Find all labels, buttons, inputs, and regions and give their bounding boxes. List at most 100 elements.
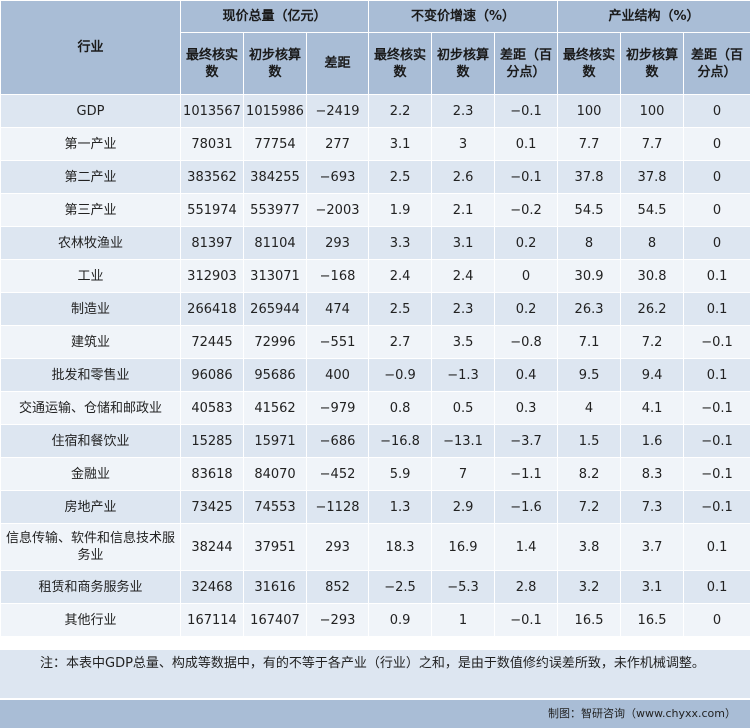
industry-cell: 建筑业 [0,325,181,359]
value-cell: −1.6 [494,490,559,524]
value-cell: 15285 [180,424,244,458]
value-cell: 1015986 [243,94,307,128]
table-body: GDP 1013567 1015986 −2419 2.2 2.3 −0.1 100 100 0 第… [0,94,750,637]
value-cell: −3.7 [494,424,559,458]
value-cell: −2419 [305,94,370,128]
value-cell: −551 [305,325,370,359]
value-cell: −168 [305,259,370,293]
value-cell: 2.1 [431,193,496,227]
value-cell: 1.6 [620,424,685,458]
value-cell: 1.3 [368,490,433,524]
value-cell: 78031 [180,127,244,161]
value-cell: 3 [431,127,496,161]
value-cell: −13.1 [431,424,496,458]
value-cell: 26.2 [620,292,685,326]
value-cell: 7.3 [620,490,685,524]
value-cell: 3.2 [557,570,622,604]
industry-cell: 信息传输、软件和信息技术服务业 [0,523,181,571]
value-cell: 0.3 [494,391,559,425]
value-cell: −0.1 [683,424,750,458]
value-cell: 293 [305,226,370,260]
value-cell: 7.7 [620,127,685,161]
value-cell: 277 [305,127,370,161]
value-cell: 2.6 [431,160,496,194]
value-cell: 1.5 [557,424,622,458]
value-cell: 77754 [243,127,307,161]
value-cell: 383562 [180,160,244,194]
value-cell: 3.1 [620,570,685,604]
header-gap: 差距 [305,32,370,95]
value-cell: 852 [305,570,370,604]
value-cell: −1.1 [494,457,559,491]
value-cell: 2.2 [368,94,433,128]
table-row: 金融业 83618 84070 −452 5.9 7 −1.1 8.2 8.3 −0.1 [0,457,750,491]
industry-cell: 金融业 [0,457,181,491]
value-cell: 0.1 [683,358,750,392]
header-gap-points: 差距（百分点） [494,32,559,95]
value-cell: −979 [305,391,370,425]
value-cell: 72996 [243,325,307,359]
value-cell: 37951 [243,523,307,571]
value-cell: 0.2 [494,226,559,260]
value-cell: −293 [305,603,370,637]
value-cell: −0.1 [494,94,559,128]
value-cell: −1128 [305,490,370,524]
table-row: 信息传输、软件和信息技术服务业 38244 37951 293 18.3 16.9 1.4 3… [0,523,750,571]
value-cell: 313071 [243,259,307,293]
header-final-verified: 最终核实数 [368,32,433,95]
value-cell: 3.8 [557,523,622,571]
industry-cell: GDP [0,94,181,128]
table-footnote: 注：本表中GDP总量、构成等数据中，有的不等于各产业（行业）之和，是由于数值修约… [0,650,750,698]
value-cell: 74553 [243,490,307,524]
header-final-verified: 最终核实数 [180,32,244,95]
value-cell: 31616 [243,570,307,604]
value-cell: 37.8 [620,160,685,194]
value-cell: 2.5 [368,292,433,326]
value-cell: 81104 [243,226,307,260]
value-cell: 2.4 [368,259,433,293]
value-cell: −0.2 [494,193,559,227]
value-cell: 7 [431,457,496,491]
value-cell: −686 [305,424,370,458]
table-row: 工业 312903 313071 −168 2.4 2.4 0 30.9 30.8 0.1 [0,259,750,293]
value-cell: 0.4 [494,358,559,392]
value-cell: 3.7 [620,523,685,571]
value-cell: 400 [305,358,370,392]
value-cell: 30.9 [557,259,622,293]
industry-cell: 第三产业 [0,193,181,227]
value-cell: 3.1 [368,127,433,161]
source-credit: 制图：智研咨询（www.chyxx.com） [0,700,750,728]
value-cell: 100 [620,94,685,128]
value-cell: 2.3 [431,94,496,128]
value-cell: 4 [557,391,622,425]
value-cell: −16.8 [368,424,433,458]
value-cell: −2003 [305,193,370,227]
value-cell: 2.7 [368,325,433,359]
value-cell: 16.5 [557,603,622,637]
value-cell: 0.2 [494,292,559,326]
value-cell: −2.5 [368,570,433,604]
value-cell: 2.3 [431,292,496,326]
value-cell: 0 [683,94,750,128]
value-cell: 2.4 [431,259,496,293]
value-cell: 3.1 [431,226,496,260]
value-cell: 0.1 [683,523,750,571]
value-cell: 26.3 [557,292,622,326]
value-cell: 9.4 [620,358,685,392]
value-cell: 7.2 [620,325,685,359]
value-cell: 312903 [180,259,244,293]
value-cell: −0.1 [683,490,750,524]
value-cell: 7.7 [557,127,622,161]
value-cell: 0.8 [368,391,433,425]
table-row: 第二产业 383562 384255 −693 2.5 2.6 −0.1 37.8 37.8 0 [0,160,750,194]
value-cell: 0.1 [494,127,559,161]
value-cell: 8 [620,226,685,260]
header-preliminary: 初步核算数 [620,32,685,95]
value-cell: −0.9 [368,358,433,392]
value-cell: 96086 [180,358,244,392]
value-cell: 16.5 [620,603,685,637]
value-cell: −0.1 [494,603,559,637]
value-cell: 474 [305,292,370,326]
industry-cell: 工业 [0,259,181,293]
